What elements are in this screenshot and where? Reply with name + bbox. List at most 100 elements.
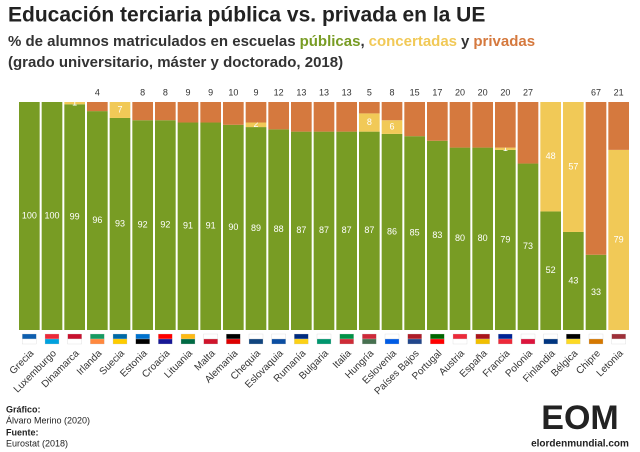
flag [362, 338, 377, 345]
data-label: 20 [500, 87, 510, 97]
data-label: 93 [115, 218, 125, 228]
flag [67, 338, 82, 345]
data-label: 67 [591, 87, 601, 97]
data-label: 8 [367, 117, 372, 127]
bar-segment [132, 120, 153, 331]
flag [316, 338, 332, 345]
flag [362, 333, 377, 340]
data-label: 33 [591, 287, 601, 297]
flag [543, 338, 558, 345]
data-label: 80 [455, 233, 465, 243]
bar-segment [449, 102, 471, 148]
flag [226, 338, 241, 345]
bar-segment [472, 102, 493, 148]
data-label: 13 [342, 87, 352, 97]
data-label: 88 [274, 224, 284, 234]
flag [566, 333, 581, 340]
bar-segment [268, 102, 289, 130]
bar-segment [427, 140, 448, 330]
bar-segment [495, 149, 516, 330]
bar-segment [200, 102, 221, 123]
flag [520, 338, 536, 345]
bar-segment [359, 102, 380, 114]
flag [248, 338, 264, 345]
flag [588, 333, 604, 340]
bar-segment [563, 102, 584, 232]
legend-entry: privadas [473, 33, 535, 50]
flag [226, 333, 241, 340]
bar-segment [563, 231, 584, 330]
bar-segment [336, 102, 357, 132]
data-label: 21 [614, 87, 624, 97]
bar-segment [540, 102, 561, 212]
bar-segment [245, 127, 267, 330]
data-label: 20 [455, 87, 465, 97]
bar-segment [381, 120, 403, 134]
data-label: 100 [22, 210, 37, 220]
data-label: 7 [117, 104, 122, 114]
data-label: 10 [228, 87, 238, 97]
bar-segment [472, 147, 493, 330]
data-label: 80 [478, 233, 488, 243]
bar-segment [381, 102, 403, 121]
flag [407, 338, 422, 345]
flag [112, 338, 128, 345]
data-label: 85 [410, 227, 420, 237]
flag [339, 338, 354, 345]
chart-title: Educación terciaria pública vs. privada … [8, 4, 485, 27]
data-label: 1 [503, 143, 508, 153]
data-label: 43 [568, 275, 578, 285]
data-label: 6 [389, 121, 394, 131]
source-label: Fuente: [6, 427, 39, 437]
flag [294, 333, 309, 340]
legend-entry: concertadas [369, 33, 457, 50]
bar-segment [359, 113, 380, 132]
flag [475, 338, 490, 345]
data-label: 91 [183, 221, 193, 231]
bar-segment [427, 102, 448, 141]
flag [248, 333, 264, 340]
data-label: 9 [208, 87, 213, 97]
bar-segment [291, 131, 312, 330]
data-label: 15 [410, 87, 420, 97]
data-label: 87 [296, 225, 306, 235]
bar-segment [381, 133, 403, 330]
bar-segment [585, 254, 607, 330]
flag [475, 333, 490, 340]
bar-segment [109, 117, 131, 331]
bar-segment [155, 120, 176, 331]
flag [520, 333, 536, 340]
data-label: 92 [138, 219, 148, 229]
flag [112, 333, 128, 340]
bar-segment [245, 102, 267, 123]
bar-segment [517, 163, 539, 330]
bar-segment [359, 131, 380, 330]
data-label: 86 [387, 226, 397, 236]
bar-segment [64, 102, 85, 105]
bar-segment [404, 136, 425, 330]
bar-segment [64, 104, 85, 330]
data-label: 4 [95, 87, 100, 97]
flag [158, 338, 173, 345]
flag [90, 338, 105, 345]
bar-segment [245, 122, 267, 128]
flag [611, 338, 626, 345]
flag [271, 333, 286, 340]
subtitle: % de alumnos matriculados en escuelas púb… [8, 33, 535, 50]
subtitle-joiner: , [360, 33, 364, 50]
data-label: 9 [253, 87, 258, 97]
flag [611, 333, 626, 340]
bar-segment [268, 129, 289, 330]
data-label: 87 [364, 225, 374, 235]
flag [452, 333, 468, 340]
flag [180, 333, 196, 340]
data-label: 87 [342, 225, 352, 235]
source: Eurostat (2018) [6, 438, 68, 448]
data-label: 2 [253, 119, 258, 129]
bar-segment [177, 122, 199, 331]
data-label: 48 [546, 151, 556, 161]
flag [271, 338, 286, 345]
flag [452, 338, 468, 345]
flag [384, 338, 400, 345]
